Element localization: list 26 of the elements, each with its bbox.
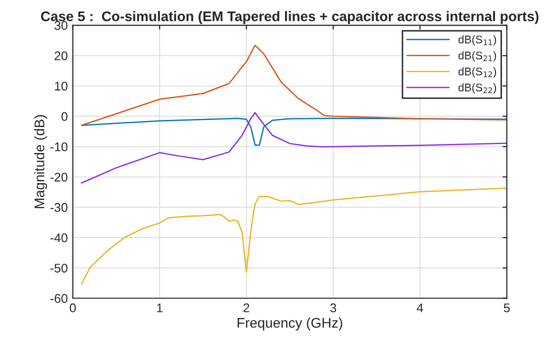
y-tick-label: -30 [50,203,68,212]
x-tick-label: 4 [416,304,424,312]
legend-label: dB(S$_{21}$) [458,51,496,62]
y-tick-label: -20 [50,172,68,182]
y-tick-label: 10 [54,82,68,91]
y-tick-label: -50 [50,264,68,273]
y-tick-label: -60 [50,294,68,303]
x-tick-label: 1 [157,304,162,312]
x-tick-label: 3 [330,303,336,312]
y-tick-label: 30 [54,21,68,30]
x-tick-label: 5 [504,304,510,312]
y-tick-label: 20 [54,51,68,60]
legend-label: dB(S$_{12}$) [458,67,496,78]
line-series [80,112,507,184]
x-tick-label: 0 [70,303,76,312]
legend-label: dB(S$_{11}$) [458,35,496,46]
legend-label: dB(S$_{22}$) [458,83,496,94]
y-tick-label: -10 [50,142,68,152]
y-axis-title: Magnitude (dB) [34,115,48,208]
y-tick-label: 0 [61,112,68,121]
line-series [80,188,507,285]
x-tick-label: 2 [244,303,250,312]
line-series [80,44,507,126]
y-tick-label: -40 [50,233,68,242]
x-axis-title: Frequency (GHz) [238,318,342,330]
line-series [80,118,507,146]
